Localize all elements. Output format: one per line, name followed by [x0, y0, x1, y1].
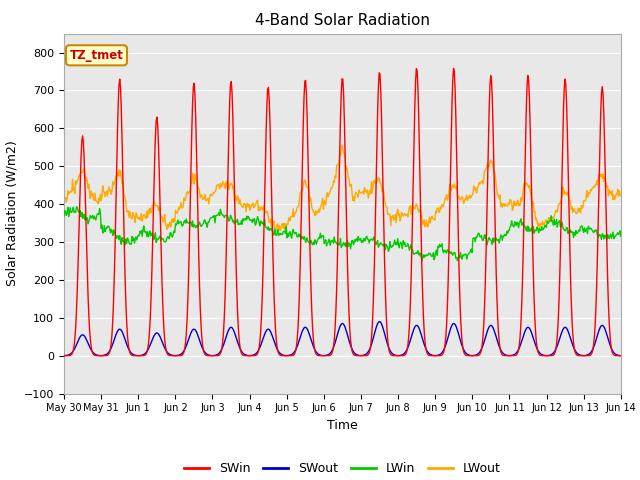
- LWout: [127, 216, 135, 222]
- LWout: [184, 191, 192, 196]
- LWout: [338, 142, 346, 148]
- LWout: [428, 213, 436, 219]
- LWin: [70, 209, 78, 215]
- LWout: [214, 182, 221, 188]
- SWout: [60, 353, 68, 359]
- Y-axis label: Solar Radiation (W/m2): Solar Radiation (W/m2): [5, 141, 19, 287]
- SWout: [184, 338, 192, 344]
- SWin: [410, 138, 418, 144]
- LWin: [418, 258, 426, 264]
- Line: LWout: LWout: [64, 145, 621, 232]
- SWout: [70, 347, 78, 352]
- LWin: [428, 253, 436, 259]
- LWin: [617, 233, 625, 239]
- LWout: [617, 193, 625, 199]
- X-axis label: Time: Time: [327, 419, 358, 432]
- Legend: SWin, SWout, LWin, LWout: SWin, SWout, LWin, LWout: [179, 457, 506, 480]
- SWout: [617, 353, 625, 359]
- Line: LWin: LWin: [64, 207, 621, 261]
- Line: SWin: SWin: [64, 68, 621, 356]
- LWout: [60, 197, 68, 203]
- Line: SWout: SWout: [64, 322, 621, 356]
- Text: TZ_tmet: TZ_tmet: [70, 49, 124, 62]
- SWin: [617, 353, 625, 359]
- SWout: [127, 350, 135, 356]
- LWin: [214, 212, 222, 218]
- LWin: [72, 204, 80, 210]
- SWout: [214, 352, 221, 358]
- SWin: [70, 343, 78, 349]
- Title: 4-Band Solar Radiation: 4-Band Solar Radiation: [255, 13, 430, 28]
- LWout: [412, 203, 419, 209]
- SWout: [411, 324, 419, 330]
- LWout: [271, 229, 279, 235]
- LWin: [411, 251, 419, 256]
- LWout: [70, 185, 78, 191]
- SWin: [60, 353, 68, 359]
- SWin: [214, 353, 221, 359]
- LWin: [128, 234, 136, 240]
- SWout: [428, 352, 435, 358]
- LWin: [60, 213, 68, 219]
- LWin: [185, 220, 193, 226]
- SWin: [426, 353, 434, 359]
- SWout: [375, 319, 383, 324]
- SWin: [127, 352, 135, 358]
- SWin: [184, 296, 192, 301]
- SWin: [450, 65, 458, 71]
